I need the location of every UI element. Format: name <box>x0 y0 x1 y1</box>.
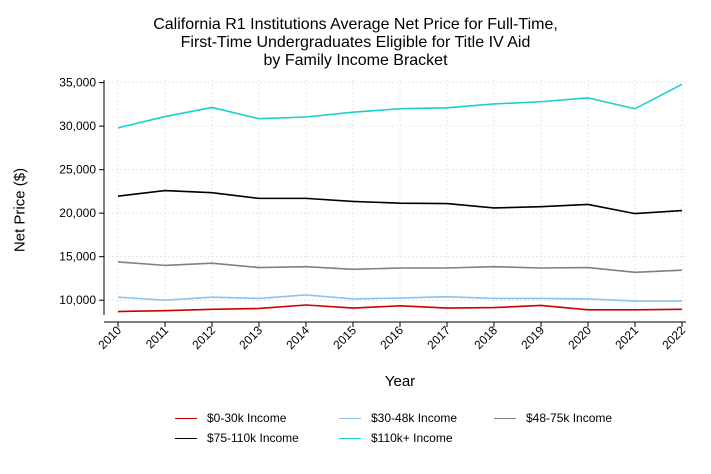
x-tick-label: 2020 <box>565 323 594 352</box>
legend-label: $110k+ Income <box>371 431 453 445</box>
series-line-2 <box>117 261 683 274</box>
x-tick-label: 2021 <box>612 323 641 352</box>
legend-label: $48-75k Income <box>526 411 613 425</box>
y-tick-label: 20,000 <box>59 206 96 220</box>
legend-item: $30-48k Income <box>339 411 457 425</box>
legend-label: $0-30k Income <box>207 411 287 425</box>
x-tick-label: 2016 <box>377 323 406 352</box>
x-tick-label: 2017 <box>424 323 453 352</box>
x-tick-label: 2018 <box>471 323 500 352</box>
y-tick-label: 25,000 <box>59 163 96 177</box>
x-tick-label: 2011 <box>143 323 171 351</box>
legend-item: $75-110k Income <box>175 431 299 445</box>
legend-item: $0-30k Income <box>175 411 286 425</box>
x-tick-label: 2019 <box>518 323 547 352</box>
y-tick-label: 30,000 <box>59 119 96 133</box>
y-axis-label: Net Price ($) <box>11 167 29 253</box>
series-line-3 <box>117 189 683 215</box>
chart-title-line-1: California R1 Institutions Average Net P… <box>153 16 558 33</box>
y-tick-label: 35,000 <box>59 76 96 90</box>
legend-item: $110k+ Income <box>339 431 453 445</box>
y-tick-label: 10,000 <box>59 293 96 307</box>
x-tick-label: 2022 <box>659 323 688 352</box>
x-tick-label: 2015 <box>330 323 359 352</box>
chart-title-line-2: First-Time Undergraduates Eligible for T… <box>180 34 531 51</box>
chart-title-line-3: by Family Income Bracket <box>263 52 448 69</box>
x-tick-label: 2013 <box>236 323 265 352</box>
series-line-1 <box>117 294 682 302</box>
series-line-4 <box>117 83 683 129</box>
legend-swatch <box>494 417 516 419</box>
legend-label: $30-48k Income <box>371 411 458 425</box>
x-tick-label: 2014 <box>283 323 312 352</box>
legend-swatch <box>175 417 197 419</box>
legend-item: $48-75k Income <box>494 411 612 425</box>
legend-swatch <box>339 417 361 419</box>
legend-label: $75-110k Income <box>207 431 299 445</box>
legend-swatch <box>175 437 197 439</box>
y-tick-label: 15,000 <box>59 250 96 264</box>
legend-swatch <box>339 437 361 439</box>
x-axis-label: Year <box>384 373 416 390</box>
series-line-0 <box>117 304 683 313</box>
x-tick-label: 2010 <box>95 323 124 352</box>
x-tick-label: 2012 <box>189 323 218 352</box>
